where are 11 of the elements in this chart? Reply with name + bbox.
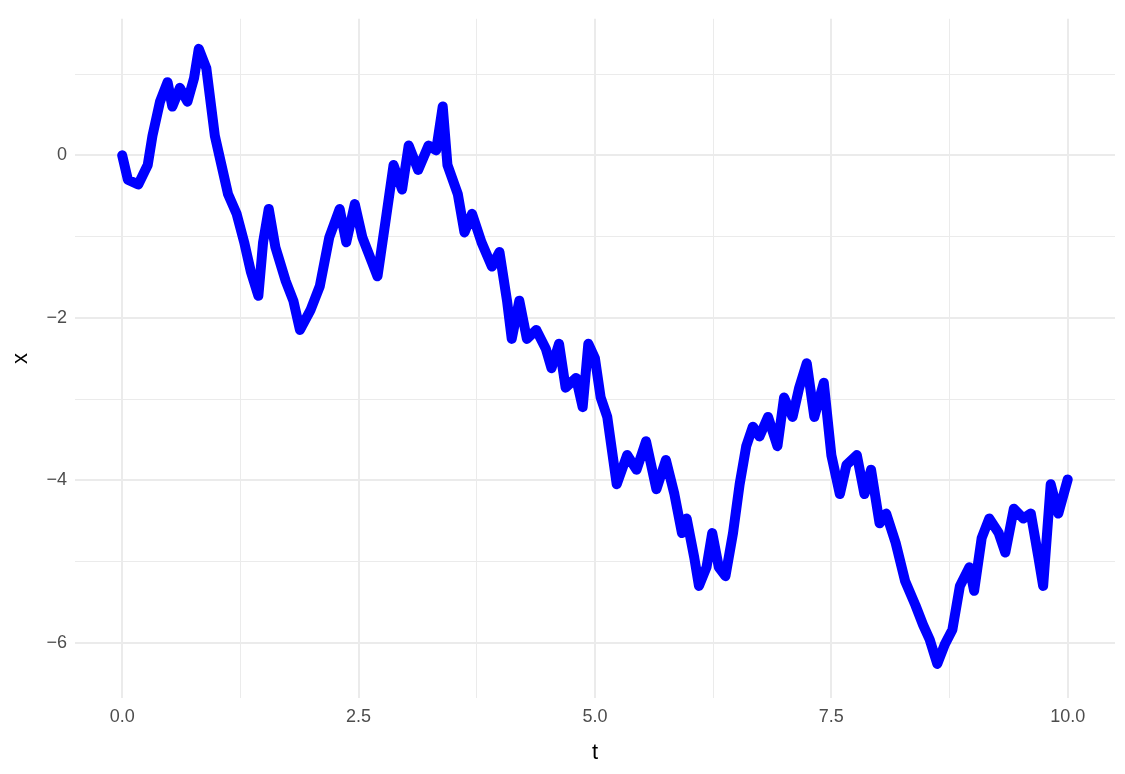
- x-tick-label: 0.0: [109, 705, 135, 726]
- y-tick-label: −2: [46, 306, 67, 327]
- x-tick-label: 10.0: [1050, 705, 1086, 726]
- y-tick-label: −4: [46, 469, 67, 490]
- y-tick-label: −6: [46, 631, 67, 652]
- y-tick-label: 0: [56, 144, 67, 165]
- x-axis-title: t: [591, 738, 599, 764]
- x-tick-label: 5.0: [582, 705, 608, 726]
- x-tick-label: 2.5: [346, 705, 372, 726]
- x-tick-label: 7.5: [818, 705, 844, 726]
- y-axis-title: x: [7, 352, 33, 364]
